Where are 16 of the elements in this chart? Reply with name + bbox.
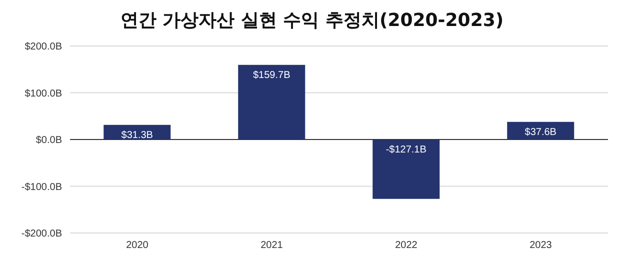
data-label: -$127.1B [386, 144, 427, 156]
data-label: $37.6B [524, 126, 557, 138]
chart-title: 연간 가상자산 실현 수익 추정치(2020-2023) [119, 9, 505, 33]
x-tick-label: 2023 [530, 240, 552, 252]
data-label: $31.3B [121, 130, 154, 141]
x-tick-label: 2021 [260, 240, 284, 252]
x-tick-label: 2020 [126, 240, 149, 252]
y-tick-label: -$200.0B [21, 228, 62, 240]
bar [238, 64, 306, 140]
bar [372, 140, 440, 199]
y-tick-label: -$100.0B [21, 182, 62, 193]
y-tick-label: $200.0B [24, 42, 62, 53]
data-label: $159.7B [252, 70, 291, 81]
x-tick-label: 2022 [395, 240, 418, 252]
y-tick-label: $0.0B [36, 135, 62, 146]
y-tick-label: $100.0B [24, 88, 62, 100]
